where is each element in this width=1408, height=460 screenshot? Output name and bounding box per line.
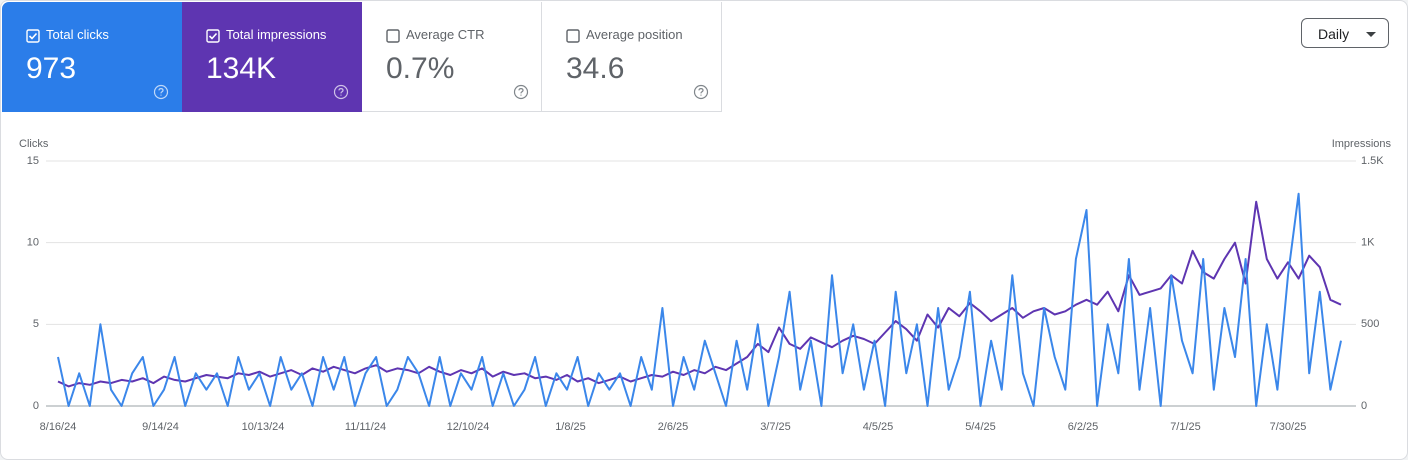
y2-axis-title: Impressions <box>1332 138 1392 150</box>
help-glyph <box>518 87 524 96</box>
help-icon <box>153 84 169 100</box>
x-tick-label: 7/30/25 <box>1270 421 1307 433</box>
dropdown-arrow <box>1366 32 1376 37</box>
x-tick-label: 2/6/25 <box>658 421 689 433</box>
y2-tick-label: 1.5K <box>1361 155 1384 167</box>
y-tick-label: 5 <box>33 318 39 330</box>
metric-label: Average position <box>586 27 683 42</box>
help-icon <box>693 84 709 100</box>
x-tick-label: 6/2/25 <box>1068 421 1099 433</box>
x-tick-label: 8/16/24 <box>40 421 77 433</box>
dropdown-label: Daily <box>1318 26 1350 42</box>
checkbox <box>386 29 400 43</box>
checkmark <box>208 32 218 40</box>
x-tick-label: 3/7/25 <box>760 421 791 433</box>
x-tick-label: 1/8/25 <box>555 421 586 433</box>
metric-value: 134K <box>206 52 277 85</box>
y-tick-label: 0 <box>33 400 39 412</box>
checkbox-box <box>26 29 40 43</box>
metric-label: Total clicks <box>46 27 109 42</box>
help-glyph <box>158 87 164 96</box>
help-circle <box>693 84 709 100</box>
x-tick-label: 4/5/25 <box>863 421 894 433</box>
help-circle <box>513 84 529 100</box>
x-tick-label: 7/1/25 <box>1170 421 1201 433</box>
checkbox <box>566 29 580 43</box>
x-tick-label: 11/11/24 <box>345 421 386 433</box>
checkbox-box <box>566 29 580 43</box>
metric-tile[interactable]: Total impressions 134K <box>182 2 362 112</box>
y2-tick-label: 0 <box>1361 400 1367 412</box>
y2-tick-label: 500 <box>1361 318 1379 330</box>
x-tick-label: 9/14/24 <box>142 421 179 433</box>
checkbox-box <box>206 29 220 43</box>
x-tick-label: 5/4/25 <box>965 421 996 433</box>
checkmark <box>28 32 38 40</box>
granularity-dropdown[interactable]: Daily <box>1301 18 1389 48</box>
y-axis-title: Clicks <box>19 138 49 150</box>
metric-tile[interactable]: Average CTR 0.7% <box>362 2 542 112</box>
y-tick-label: 10 <box>27 237 39 249</box>
x-tick-label: 12/10/24 <box>447 421 490 433</box>
help-glyph <box>698 87 704 96</box>
help-icon <box>513 84 529 100</box>
checkbox-box <box>386 29 400 43</box>
metric-value: 0.7% <box>386 52 455 85</box>
help-circle <box>153 84 169 100</box>
metric-label: Average CTR <box>406 27 485 42</box>
y-tick-label: 15 <box>27 155 39 167</box>
checkbox <box>26 29 40 43</box>
x-tick-label: 10/13/24 <box>242 421 285 433</box>
series-line <box>57 200 1342 388</box>
metric-value: 34.6 <box>566 52 625 85</box>
metric-label: Total impressions <box>226 27 327 42</box>
checkbox <box>206 29 220 43</box>
metric-tile[interactable]: Average position 34.6 <box>542 2 722 112</box>
help-circle <box>333 84 349 100</box>
metric-tile[interactable]: Total clicks 973 <box>2 2 182 112</box>
series-line <box>57 192 1342 407</box>
y2-tick-label: 1K <box>1361 237 1375 249</box>
help-glyph <box>338 87 344 96</box>
help-icon <box>333 84 349 100</box>
metric-value: 973 <box>26 52 77 85</box>
